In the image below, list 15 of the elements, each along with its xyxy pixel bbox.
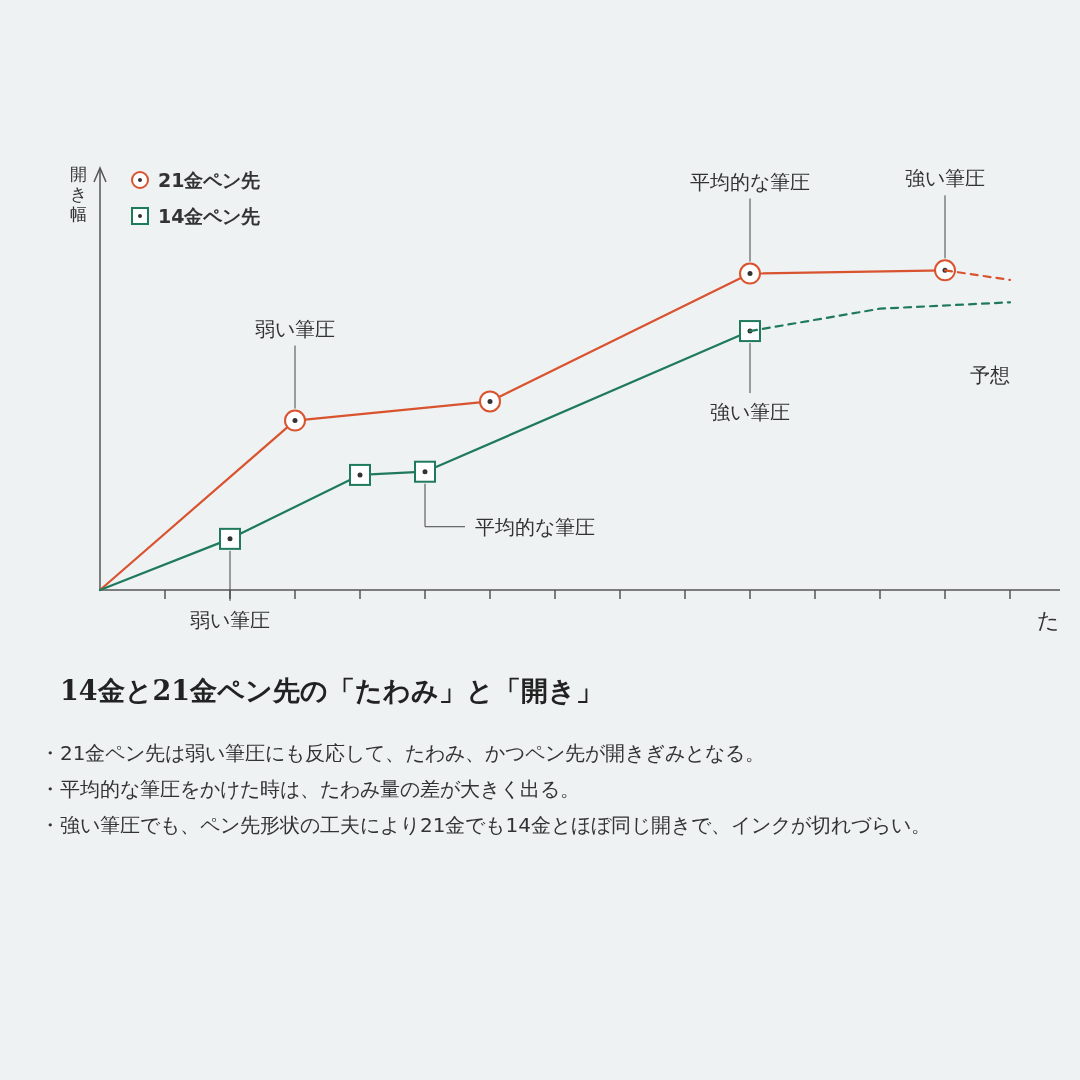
- legend-label: 14金ペン先: [158, 205, 261, 227]
- annotation: 弱い筆圧: [255, 316, 335, 341]
- text: ・平均的な筆圧をかけた時は、たわみ量の差が大きく出る。: [40, 777, 580, 801]
- legend-label: 21金ペン先: [158, 169, 261, 191]
- annotation: 強い筆圧: [710, 400, 790, 425]
- text: 平均的な筆圧: [690, 169, 810, 194]
- annotation: 予想: [970, 363, 1010, 388]
- text: 強い筆圧: [905, 166, 985, 191]
- text: ・21金ペン先は弱い筆圧にも反応して、たわみ、かつペン先が開きぎみとなる。: [40, 741, 766, 765]
- text: 14金と21金ペン先の「たわみ」と「開き」: [60, 675, 604, 706]
- x-axis-title: た: [1037, 608, 1060, 633]
- text: ・強い筆圧でも、ペン先形状の工夫により21金でも14金とほぼ同じ開きで、インクが切れづらい。: [40, 813, 931, 837]
- y-axis-title: 開き幅: [69, 164, 87, 224]
- text: 弱い筆圧: [190, 607, 270, 632]
- annotation: 平均的な筆圧: [475, 514, 595, 539]
